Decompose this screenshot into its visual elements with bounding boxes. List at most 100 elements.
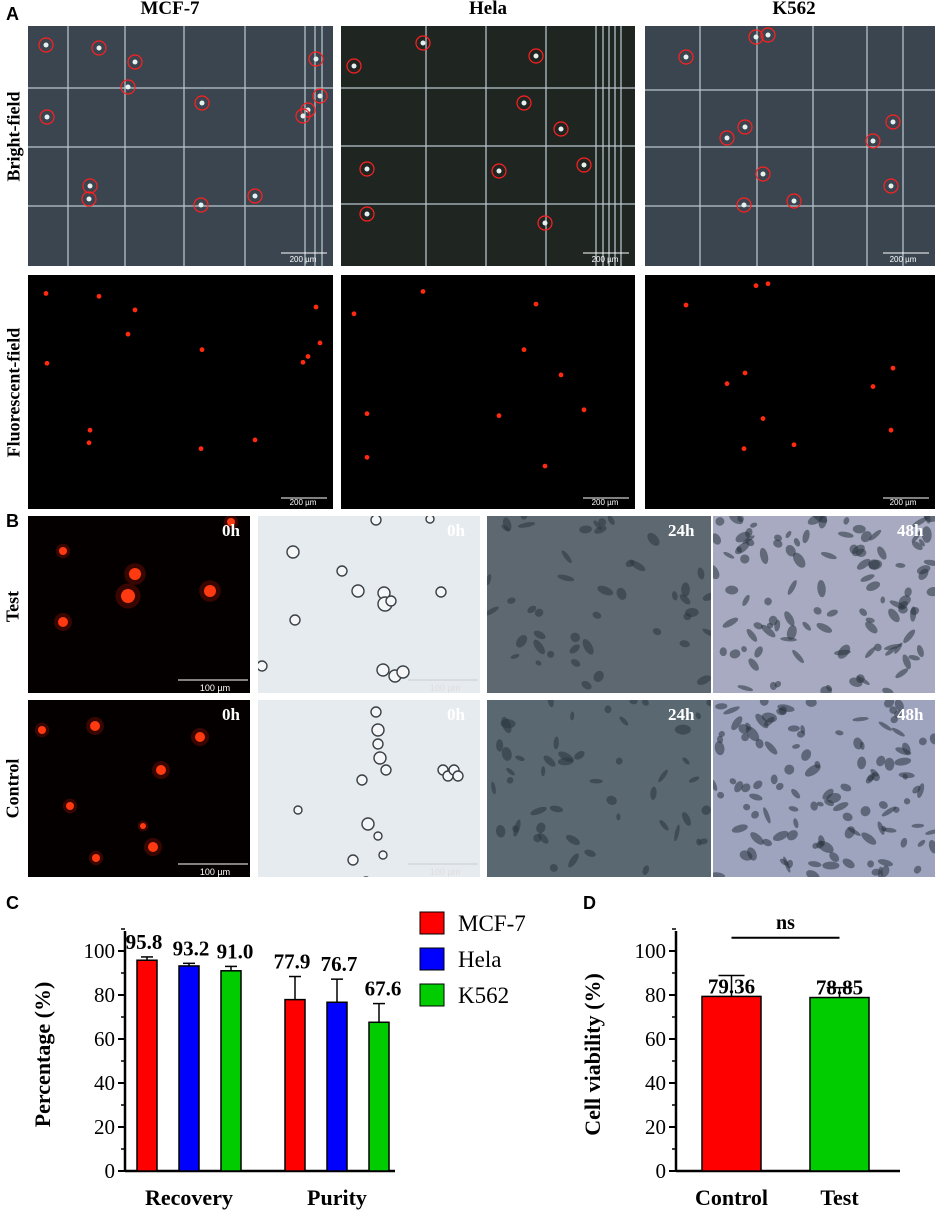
cell [642,700,649,706]
cell [293,805,303,815]
cell [753,34,759,40]
cell [96,45,102,51]
cell [741,783,751,793]
cell [788,806,799,812]
cell [814,761,821,769]
cell [868,559,880,570]
control-brightfield-0h [258,700,480,877]
bar-control [701,995,762,1172]
cell [917,783,925,799]
cell [913,865,922,874]
cell-marker-circle [38,37,54,53]
scale-label-bf-hela: 200 µm [591,255,619,264]
cell [86,196,92,202]
fluorescent-cell [38,726,46,734]
cell [833,802,849,812]
cell-marker-circle [91,40,107,56]
data-label: 95.8 [126,930,163,954]
fluorescent-cell [148,842,158,852]
cell [748,658,759,671]
cell [912,517,928,527]
cell [535,660,542,666]
cell [925,829,935,835]
bright-field-image-hela [341,26,635,266]
cell [742,124,748,130]
fluorescent-cell [496,413,502,419]
cell [506,767,515,776]
cell [642,865,650,876]
time-label-test-24h: 24h [668,521,695,540]
y-tick-label: 20 [94,1115,115,1139]
cell [890,119,896,125]
chart-recovery-purity: 0 20 40 60 80 100 Percentage (%) 95.8 93.2 91.0 Re… [30,911,526,1210]
fluorescent-cell [252,437,258,443]
data-label: 77.9 [274,950,311,974]
cell [370,706,382,718]
bar-hela-recovery [178,965,200,1172]
cell [749,793,763,801]
cell [917,839,926,847]
bar-k562-purity [368,1021,390,1172]
time-label-control-24h: 24h [668,705,695,724]
cell [908,655,920,661]
legend-swatch-hela [419,947,445,971]
cell [802,621,812,631]
cell [867,860,874,868]
fluorescent-cell [140,823,146,829]
fluorescent-cell [890,365,896,371]
cell [713,564,720,580]
cell [725,585,739,595]
cell-marker-circle [194,95,210,111]
cell [305,107,311,113]
cell [650,786,657,800]
control-culture-24h [487,700,711,877]
cell [530,806,547,816]
cell [378,850,388,860]
cell [723,706,740,715]
cell [629,700,638,705]
scale-label-test-bright: 100 µm [429,683,461,693]
column-title-mcf7: MCF-7 [140,0,200,19]
cell [715,517,725,526]
cell [581,680,592,690]
cell [568,853,579,868]
legend-label: K562 [458,983,509,1008]
cell-marker-circle [576,157,592,173]
cell [515,755,525,762]
column-title-k562: K562 [772,0,816,19]
cell [891,727,905,737]
fluorescent-cell [121,589,135,603]
cell [926,586,935,597]
cell [774,619,781,632]
cell [674,824,680,842]
fluorescent-cell [96,293,102,299]
cell [696,675,711,685]
fluorescent-cell [533,301,539,307]
cell [593,520,602,530]
cell [527,605,537,614]
bar-mcf-7-purity [284,998,306,1172]
cell [513,819,521,837]
cell [713,778,718,791]
cell [729,778,737,785]
cell [923,559,935,566]
cell [903,629,916,644]
cell [683,54,689,60]
cell [894,710,904,719]
cell [861,832,877,845]
cell [750,522,758,528]
cell [731,716,743,731]
cell [616,587,627,600]
cell [792,744,800,749]
cell [695,712,701,720]
cell [452,770,464,782]
bright-field-image-mcf7 [28,26,333,266]
fluorescent-cell [227,518,235,526]
cell [616,813,621,821]
cell [764,597,772,606]
cell [784,611,795,626]
cell [769,681,777,691]
cell [866,581,881,591]
cell [878,866,883,877]
cell [910,607,920,615]
